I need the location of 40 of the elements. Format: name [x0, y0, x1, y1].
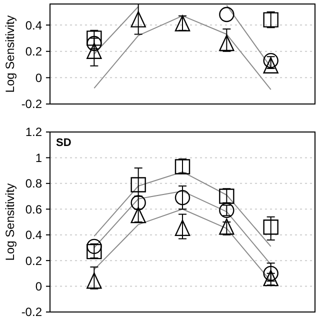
point: [86, 42, 102, 59]
y-tick-label: 1.2: [25, 125, 42, 140]
y-tick-label: -0.2: [21, 305, 42, 320]
point: [174, 159, 190, 174]
point: [263, 270, 278, 286]
y-tick-label: 0: [35, 70, 42, 85]
point: [86, 272, 102, 289]
y-axis-title: Log Sensitivity: [3, 15, 17, 93]
point: [219, 34, 234, 52]
point: [219, 6, 234, 22]
point: [130, 177, 146, 192]
y-tick-label: -0.2: [21, 97, 42, 112]
y-tick-label: 0: [35, 279, 42, 294]
point: [86, 238, 102, 254]
point: [130, 195, 146, 210]
line-series: [94, 15, 272, 90]
y-tick-label: 0.4: [25, 228, 42, 242]
point: [86, 36, 102, 52]
point: [86, 30, 102, 46]
y-tick-label: 0.2: [25, 254, 42, 268]
y-tick-label: 0.4: [25, 18, 42, 32]
point: [263, 266, 278, 282]
point: [174, 220, 190, 236]
point: [174, 190, 190, 206]
point: [86, 244, 102, 260]
point: [263, 57, 278, 74]
point: [130, 206, 146, 224]
y-tick-label: 0.2: [25, 44, 42, 59]
point: [130, 11, 146, 28]
point: [219, 202, 234, 218]
y-tick-label: 0.6: [25, 202, 42, 216]
point: [219, 188, 234, 204]
annotation: SD: [56, 137, 72, 149]
y-tick-label: 1: [35, 150, 42, 165]
point: [263, 220, 278, 235]
y-tick-label: 0.8: [25, 176, 42, 191]
y-axis-title: Log Sensitivity: [3, 183, 17, 261]
point: [174, 15, 190, 32]
point: [263, 52, 278, 68]
point: [263, 12, 278, 28]
